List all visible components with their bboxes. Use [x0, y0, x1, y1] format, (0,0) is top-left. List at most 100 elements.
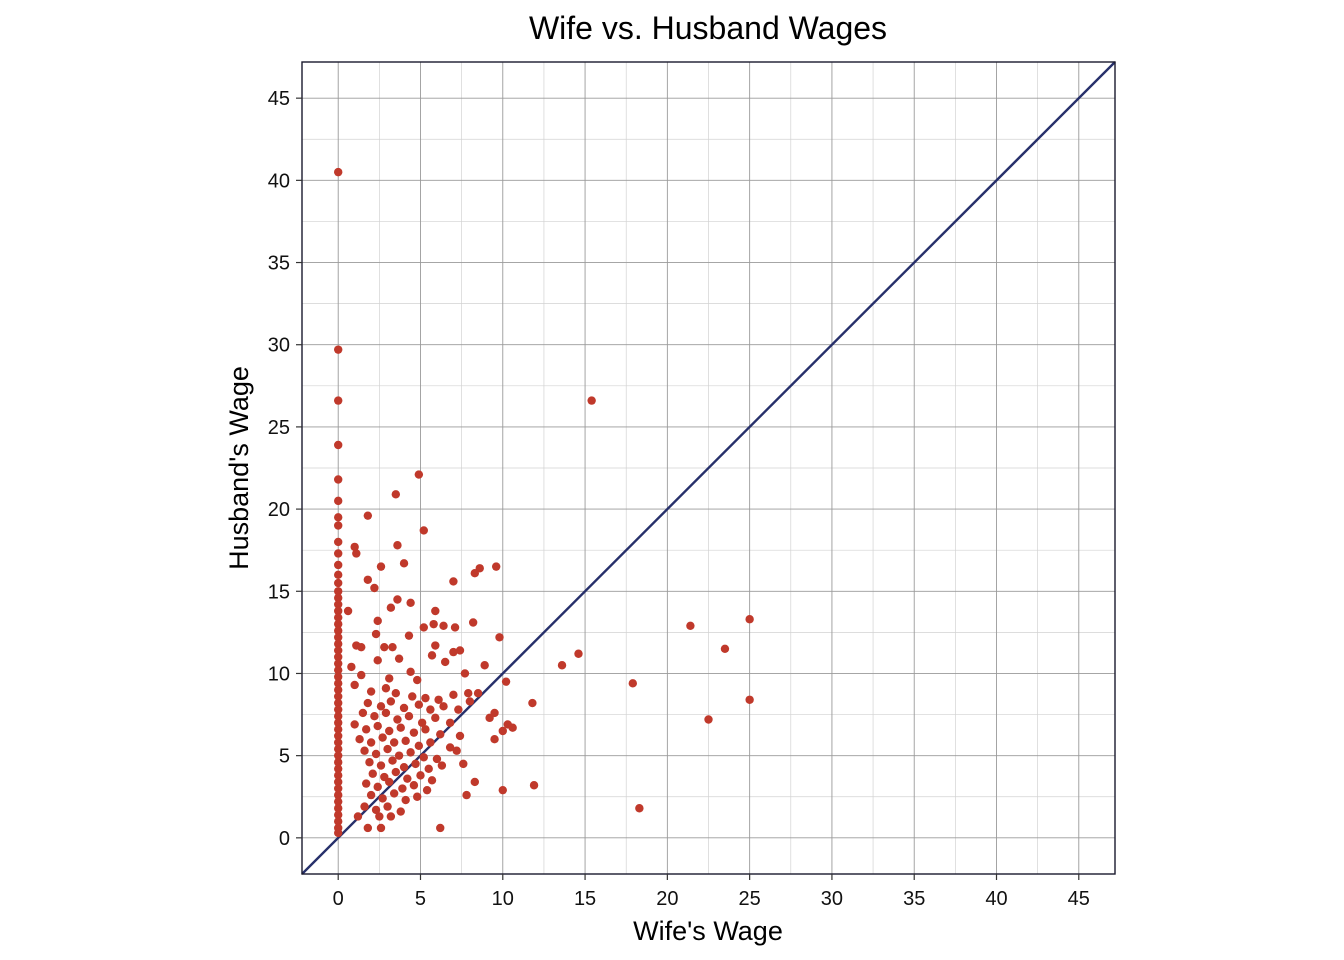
data-point — [720, 644, 730, 654]
data-point — [371, 805, 381, 815]
data-point — [355, 735, 364, 744]
data-point — [343, 606, 353, 616]
data-point — [416, 771, 425, 780]
chart-title: Wife vs. Husband Wages — [529, 10, 887, 46]
data-point — [373, 616, 382, 626]
data-point — [399, 703, 409, 713]
x-tick-label: 35 — [903, 888, 925, 910]
data-point — [366, 790, 376, 800]
data-point — [628, 679, 637, 688]
data-point — [414, 700, 424, 709]
data-point — [334, 606, 343, 616]
data-point — [334, 560, 343, 570]
x-tick-label: 30 — [821, 888, 843, 910]
y-tick-label: 35 — [268, 253, 290, 275]
data-point — [480, 661, 489, 670]
data-point — [490, 735, 499, 744]
data-point — [434, 695, 443, 704]
data-point — [334, 633, 343, 642]
data-point — [363, 698, 373, 708]
x-axis-ticks: 0 5 10 15 20 25 30 35 40 45 — [333, 874, 1090, 910]
data-point — [350, 720, 359, 729]
data-point — [334, 744, 343, 754]
data-point — [439, 702, 448, 711]
data-point — [361, 779, 371, 788]
data-point — [473, 688, 483, 698]
data-point — [450, 623, 460, 632]
data-point — [436, 730, 445, 739]
data-point — [360, 746, 369, 755]
x-tick-label: 25 — [739, 888, 761, 910]
data-point — [413, 792, 422, 801]
data-point — [334, 652, 343, 662]
data-point — [422, 785, 432, 795]
data-point — [347, 662, 356, 672]
y-tick-label: 15 — [268, 581, 290, 603]
y-tick-label: 25 — [268, 417, 290, 439]
data-point — [454, 705, 463, 714]
data-point — [334, 537, 343, 547]
x-tick-label: 40 — [985, 888, 1007, 910]
data-point — [431, 641, 440, 650]
data-point — [394, 751, 404, 760]
data-points — [334, 167, 754, 838]
data-point — [376, 562, 386, 571]
data-point — [381, 684, 391, 693]
data-point — [399, 559, 409, 568]
y-tick-label: 10 — [268, 663, 290, 685]
data-point — [419, 526, 428, 535]
data-point — [334, 751, 343, 760]
data-point — [440, 657, 450, 667]
data-point — [334, 784, 343, 793]
data-point — [334, 496, 343, 506]
y-tick-label: 30 — [268, 335, 290, 357]
data-point — [414, 741, 424, 750]
data-point — [403, 774, 412, 783]
data-point — [373, 782, 382, 792]
data-point — [370, 583, 379, 593]
data-point — [445, 718, 455, 727]
data-point — [334, 613, 343, 622]
data-point — [704, 715, 713, 724]
data-point — [436, 823, 445, 833]
data-point — [358, 708, 368, 718]
data-point — [635, 804, 644, 813]
data-point — [398, 784, 407, 793]
data-point — [686, 621, 695, 630]
data-point — [529, 781, 539, 790]
data-point — [429, 619, 438, 629]
data-point — [334, 718, 343, 727]
data-point — [409, 728, 419, 737]
data-point — [396, 723, 405, 732]
data-point — [334, 685, 343, 695]
data-point — [421, 693, 430, 703]
data-point — [334, 672, 343, 681]
y-tick-label: 0 — [279, 828, 290, 850]
y-tick-label: 45 — [268, 88, 290, 110]
data-point — [334, 665, 343, 675]
y-tick-label: 20 — [268, 499, 290, 521]
data-point — [334, 705, 343, 714]
x-tick-label: 15 — [574, 888, 596, 910]
data-point — [334, 396, 343, 405]
x-tick-label: 5 — [415, 888, 426, 910]
data-point — [334, 578, 343, 588]
data-point — [365, 758, 374, 767]
data-point — [334, 167, 343, 177]
data-point — [393, 595, 402, 604]
x-tick-label: 20 — [656, 888, 678, 910]
data-point — [334, 758, 343, 767]
data-point — [373, 721, 382, 731]
data-point — [334, 600, 343, 609]
data-point — [389, 738, 399, 747]
data-point — [334, 817, 343, 826]
data-point — [334, 725, 343, 734]
data-point — [389, 789, 399, 798]
data-point — [424, 764, 433, 774]
data-point — [334, 777, 343, 787]
data-point — [498, 726, 507, 736]
data-point — [352, 549, 361, 558]
data-point — [334, 521, 343, 530]
data-point — [363, 511, 373, 520]
